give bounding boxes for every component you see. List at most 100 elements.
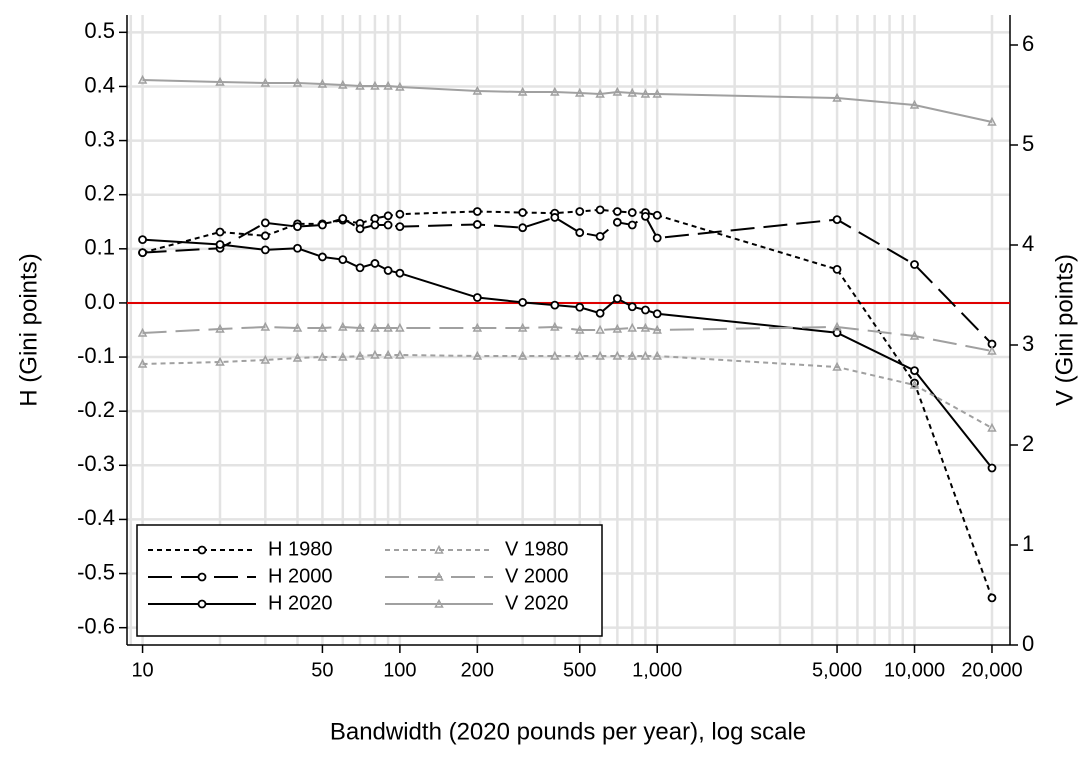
y-tick-label: -0.3 [77,451,115,476]
y2-tick-label: 1 [1022,531,1034,556]
marker [472,322,483,332]
marker [472,85,483,95]
marker [137,74,148,84]
marker [138,235,147,245]
marker [338,79,348,89]
legend: H 1980 H 2000 H 2020 V 1980 V 2000 V 2020 [136,524,603,637]
marker [383,211,393,221]
marker [197,572,207,582]
series [137,74,997,126]
legend-label: H 2000 [268,565,333,587]
y2-tick-label: 0 [1022,631,1034,656]
marker [338,214,348,223]
marker [383,80,393,90]
x-tick-label: 10,000 [884,659,945,681]
x-axis-label: Bandwidth (2020 pounds per year), log sc… [330,718,806,745]
marker [197,599,207,609]
marker [215,240,225,249]
marker [518,223,528,233]
marker [641,305,650,315]
series-line [142,325,993,352]
marker [987,345,997,355]
marker [260,231,270,241]
marker [595,88,605,98]
marker [355,224,365,234]
marker [652,324,662,334]
marker [832,361,842,371]
marker [652,309,662,319]
marker [355,350,365,360]
marker [652,88,662,98]
marker [595,231,605,241]
marker [574,87,585,97]
marker [395,209,405,219]
series-line [142,238,993,469]
legend-label: V 1980 [505,538,568,560]
marker [575,302,585,312]
y-tick-label: 0.3 [84,126,115,151]
marker [317,351,328,361]
y2-tick-label: 3 [1022,331,1034,356]
legend-label: V 2020 [505,592,568,614]
y-tick-label: 0.5 [84,18,115,43]
y-axis-label: H (Gini points) [15,253,42,406]
marker [652,350,662,360]
marker [595,324,605,334]
marker [260,218,270,228]
marker [472,220,482,229]
legend-label: V 2000 [505,565,568,587]
series [137,349,997,432]
marker [317,322,328,332]
marker [338,255,348,265]
series-line [142,79,993,123]
y-tick-label: 0.4 [84,72,115,97]
legend-label: H 2020 [268,592,333,614]
marker [574,324,585,334]
y-tick-label: -0.2 [77,397,115,422]
marker [383,266,393,275]
marker [987,593,997,603]
y2-tick-label: 4 [1022,231,1034,256]
marker [434,571,444,581]
marker [260,321,271,331]
series [138,211,997,349]
marker [137,327,148,337]
marker [550,300,560,310]
marker [612,207,622,216]
y-tick-label: 0.2 [84,181,115,206]
marker [215,227,225,237]
marker [550,350,560,360]
marker [595,350,605,360]
marker [292,77,303,87]
marker [355,263,365,273]
y2-axis-label: V (Gini points) [1051,254,1078,406]
marker [987,463,997,473]
marker [370,322,380,332]
marker [627,322,638,332]
marker [355,322,365,332]
marker [627,220,637,230]
marker [517,86,528,96]
x-tick-label: 10 [131,659,153,681]
marker [318,252,327,262]
marker [370,349,380,359]
marker [292,352,303,362]
marker [550,86,560,96]
x-tick-label: 200 [461,659,494,681]
marker [518,208,528,217]
marker [627,87,638,97]
series-line [142,208,993,599]
marker [595,205,605,215]
marker [550,321,560,331]
y-tick-label: 0.0 [84,289,115,314]
y2-tick-label: 6 [1022,31,1034,56]
marker [517,322,528,332]
y-tick-label: -0.5 [77,559,115,584]
marker [338,351,348,361]
marker [370,220,380,230]
series [138,205,997,603]
marker [910,366,919,375]
legend-label: H 1980 [268,538,333,560]
marker [550,213,560,222]
marker [612,323,623,333]
